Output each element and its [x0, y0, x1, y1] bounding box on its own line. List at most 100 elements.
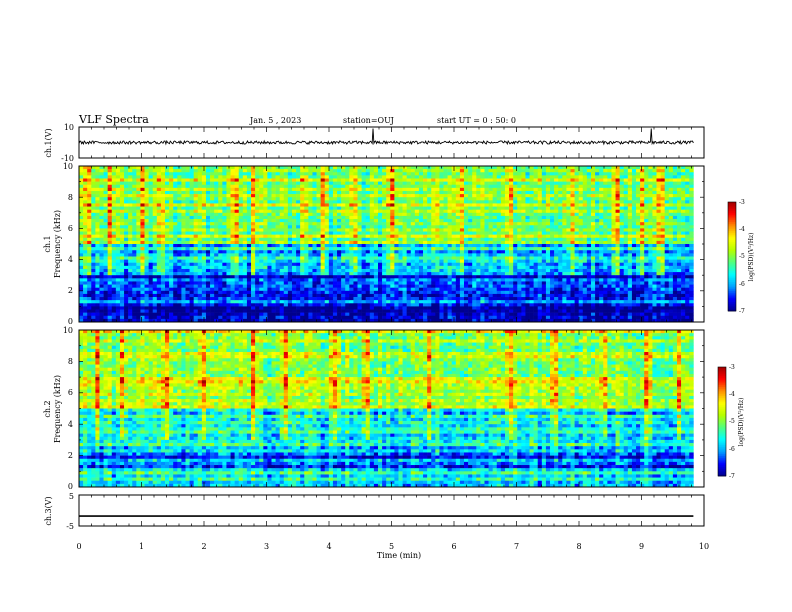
ch1-spectrogram-cell [156, 215, 162, 220]
ch1-spectrogram-cell [390, 275, 395, 279]
ch1-spectrogram-cell [300, 265, 305, 270]
ch1-spectrogram-cell [386, 175, 391, 179]
ch1-spectrogram-cell [459, 206, 465, 210]
ch1-spectrogram-cell [79, 237, 84, 242]
ch1-spectrogram-cell [476, 219, 481, 223]
ch1-spectrogram-cell [152, 222, 158, 226]
ch1-spectrogram-cell [402, 200, 407, 204]
ch1-spectrogram-cell [349, 318, 354, 323]
ch1-spectrogram-cell [390, 315, 395, 320]
figure-title: VLF Spectra [78, 113, 149, 126]
ch1-spectrogram-cell [87, 178, 92, 182]
ch1-spectrogram-cell [218, 300, 223, 304]
ch1-spectrogram-cell [197, 290, 203, 295]
ch1-spectrogram-cell [185, 281, 190, 285]
ch1-spectrogram-cell [205, 315, 211, 320]
ch1-spectrogram-cell [181, 262, 186, 267]
ch1-spectrogram-cell [103, 234, 108, 239]
ch1-spectrogram-cell [476, 194, 481, 198]
ch1-spectrogram-cell [185, 237, 190, 242]
ch1-spectrogram-cell [369, 265, 375, 270]
ch1-spectrogram-cell [283, 315, 289, 320]
ch1-spectrogram-cell [185, 166, 190, 170]
ch1-spectrogram-cell [472, 293, 477, 298]
ch1-spectrogram-cell [259, 284, 264, 288]
ch1-spectrogram-cell [410, 166, 416, 170]
ch1-spectrogram-cell [251, 206, 256, 210]
ch1-spectrogram-cell [177, 259, 182, 264]
ch1-spectrogram-cell [111, 228, 117, 232]
ch1-spectrogram-cell [205, 222, 211, 226]
ch1-spectrogram-cell [87, 197, 92, 201]
ch1-spectrogram-cell [189, 244, 194, 248]
ch1-spectrogram-cell [222, 315, 227, 320]
ch1-spectrogram-cell [390, 284, 395, 288]
ch1-spectrogram-cell [472, 262, 477, 267]
ch1-spectrogram-cell [144, 253, 149, 257]
ch1-spectrogram-cell [341, 262, 346, 267]
ch1-spectrogram-cell [205, 287, 211, 292]
ch1-spectrogram-cell [83, 166, 88, 170]
ch1-spectrogram-cell [320, 166, 326, 170]
ch1-spectrogram-cell [271, 222, 276, 226]
ch1-spectrogram-cell [312, 253, 317, 257]
ch1-spectrogram-cell [185, 194, 190, 198]
ch1-spectrogram-cell [230, 309, 235, 313]
ch1-spectrogram-cell [345, 234, 350, 239]
ch1-spectrogram-cell [99, 181, 104, 186]
ch1-spectrogram-cell [95, 278, 100, 282]
ch1-spectrogram-cell [279, 287, 285, 292]
ch1-spectrogram-cell [251, 287, 256, 292]
ch1-spectrogram-cell [451, 253, 457, 257]
ch1-spectrogram-cell [328, 259, 334, 264]
ch1-spectrogram-cell [320, 250, 326, 254]
ch1-spectrogram-cell [242, 175, 248, 179]
ch1-spectrogram-cell [373, 303, 379, 307]
ch1-spectrogram-cell [87, 281, 92, 285]
ch1-spectrogram-cell [91, 275, 96, 279]
ch1-spectrogram-cell [119, 222, 125, 226]
ch1-spectrogram-cell [390, 206, 395, 210]
ch1-spectrogram-cell [124, 200, 129, 204]
ch1-spectrogram-cell [472, 303, 477, 307]
ch1-spectrogram-cell [291, 287, 297, 292]
ch1-spectrogram-cell [128, 275, 133, 279]
ch1-spectrogram-cell [267, 318, 272, 323]
ch1-spectrogram-cell [283, 250, 289, 254]
ch1-spectrogram-cell [275, 275, 280, 279]
ch1-spectrogram-cell [332, 303, 338, 307]
ch1-spectrogram-cell [369, 284, 375, 288]
ch1-spectrogram-cell [373, 231, 379, 235]
ch1-spectrogram-cell [332, 172, 338, 176]
ch1-spectrogram-cell [226, 190, 231, 195]
ch1-spectrogram-cell [201, 187, 207, 192]
ch1-spectrogram-cell [431, 222, 436, 226]
ch1-spectrogram-cell [128, 187, 133, 192]
ch1-spectrogram-cell [304, 184, 309, 189]
ch1-spectrogram-cell [361, 175, 367, 179]
ch1-spectrogram-cell [443, 309, 448, 313]
ch1-spectrogram-cell [222, 212, 227, 217]
ch1-spectrogram-cell [275, 197, 280, 201]
ch1-spectrogram-cell [373, 306, 379, 310]
ch1-spectrogram-cell [300, 259, 305, 264]
ch1-spectrogram-cell [361, 234, 367, 239]
ch1-spectrogram-cell [386, 209, 391, 214]
ch1-spectrogram-cell [369, 194, 375, 198]
ch1-spectrogram-cell [185, 309, 190, 313]
ch1-spectrogram-cell [185, 197, 190, 201]
ch1-spectrogram-cell [435, 184, 440, 189]
ch1-spectrogram-cell [464, 231, 469, 235]
ch1-spectrogram-cell [119, 166, 125, 170]
ch1-spectrogram-cell [464, 194, 469, 198]
ch1-spectrogram-cell [468, 284, 473, 288]
ch1-spectrogram-cell [255, 253, 260, 257]
ch1-spectrogram-cell [337, 178, 342, 182]
ch1-spectrogram-cell [83, 244, 88, 248]
ch1-spectrogram-cell [271, 194, 276, 198]
ch1-spectrogram-cell [189, 312, 194, 317]
ch1-spectrogram-cell [312, 250, 317, 254]
ch1-spectrogram-cell [480, 190, 485, 195]
ch1-spectrogram-cell [316, 187, 321, 192]
ch1-spectrogram-cell [312, 256, 317, 260]
